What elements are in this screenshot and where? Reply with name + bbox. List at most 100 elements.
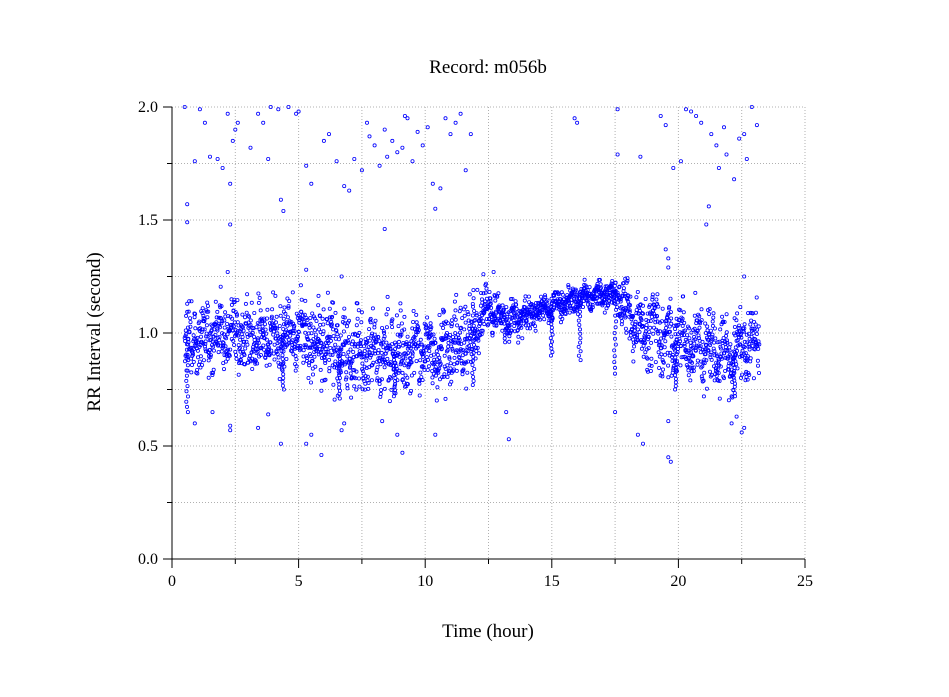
data-point [402, 314, 407, 319]
data-point [724, 312, 729, 317]
data-point [347, 188, 352, 193]
data-point [726, 398, 731, 403]
data-point [507, 339, 512, 344]
data-point [732, 391, 737, 396]
data-point [450, 348, 455, 353]
data-point [460, 372, 465, 377]
data-point [354, 369, 359, 374]
data-point [450, 335, 455, 340]
data-point [733, 345, 738, 350]
data-point [278, 441, 283, 446]
data-point [221, 367, 226, 372]
data-point [707, 312, 712, 317]
data-point [357, 330, 362, 335]
data-point [473, 317, 478, 322]
data-point [754, 331, 759, 336]
data-point [209, 327, 214, 332]
data-point [240, 312, 245, 317]
data-point [643, 329, 648, 334]
data-point [630, 349, 635, 354]
data-point [410, 351, 415, 356]
data-point [451, 340, 456, 345]
data-point [221, 341, 226, 346]
data-point [367, 338, 372, 343]
data-point [197, 319, 202, 324]
data-point [613, 313, 618, 318]
data-point [545, 298, 550, 303]
data-point [348, 347, 353, 352]
data-point [578, 349, 583, 354]
data-point [256, 425, 261, 430]
data-point [576, 344, 581, 349]
data-point [645, 356, 650, 361]
data-point [691, 368, 696, 373]
data-point [649, 314, 654, 319]
data-point [679, 318, 684, 323]
data-point [453, 308, 458, 313]
data-point [427, 349, 432, 354]
data-point [377, 163, 382, 168]
data-point [310, 366, 315, 371]
data-point [318, 340, 323, 345]
data-point [613, 410, 618, 415]
data-point [225, 356, 230, 361]
data-point [203, 349, 208, 354]
data-point [327, 366, 332, 371]
data-point [463, 320, 468, 325]
data-point [637, 308, 642, 313]
data-point [549, 346, 554, 351]
data-point [627, 336, 632, 341]
data-point [234, 313, 239, 318]
data-point [337, 382, 342, 387]
data-point [385, 356, 390, 361]
data-point [269, 314, 274, 319]
data-point [185, 384, 190, 389]
data-point [268, 105, 273, 110]
data-point [226, 313, 231, 318]
data-point [404, 342, 409, 347]
data-point [312, 354, 317, 359]
data-point [503, 340, 508, 345]
data-point [278, 197, 283, 202]
data-point [294, 364, 299, 369]
data-point [296, 109, 301, 114]
data-point [590, 302, 595, 307]
data-point [648, 318, 653, 323]
data-point [442, 372, 447, 377]
data-point [268, 340, 273, 345]
data-point [189, 299, 194, 304]
data-point [644, 323, 649, 328]
data-point [684, 107, 689, 112]
data-point [201, 341, 206, 346]
data-point [206, 309, 211, 314]
data-point [725, 348, 730, 353]
data-point [642, 335, 647, 340]
data-point [248, 145, 253, 150]
data-point [300, 313, 305, 318]
data-point [701, 394, 706, 399]
data-point [650, 294, 655, 299]
data-point [658, 329, 663, 334]
data-point [663, 123, 668, 128]
data-point [372, 143, 377, 148]
data-point [182, 105, 187, 110]
data-point [333, 336, 338, 341]
data-point [688, 378, 693, 383]
data-point [292, 323, 297, 328]
data-point [733, 353, 738, 358]
data-point [260, 319, 265, 324]
data-point [398, 301, 403, 306]
data-point [433, 365, 438, 370]
data-point [724, 152, 729, 157]
data-point [586, 298, 591, 303]
data-point [308, 380, 313, 385]
data-point [732, 324, 737, 329]
data-point [572, 116, 577, 121]
data-point [657, 365, 662, 370]
data-point [669, 321, 674, 326]
data-point [335, 332, 340, 337]
data-point [748, 310, 753, 315]
data-point [264, 331, 269, 336]
data-point [191, 359, 196, 364]
data-point [460, 316, 465, 321]
